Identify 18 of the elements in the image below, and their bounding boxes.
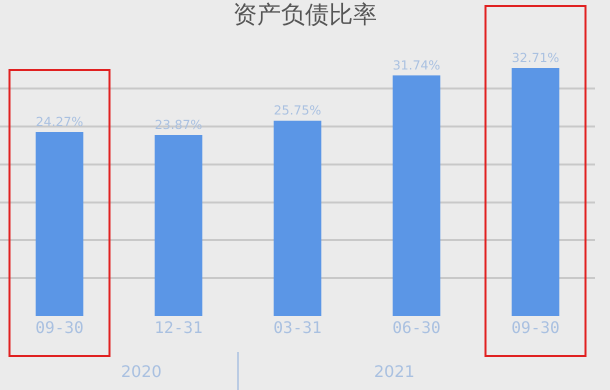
x-tick-label: 03-31 <box>273 318 322 337</box>
x-tick-label: 09-30 <box>511 318 560 337</box>
bar <box>154 135 202 316</box>
data-label: 24.27% <box>36 114 84 129</box>
data-label: 32.71% <box>512 50 560 65</box>
bar <box>392 75 440 316</box>
bar <box>36 132 84 316</box>
data-label: 25.75% <box>274 102 322 118</box>
text: 2021 <box>374 362 415 381</box>
data-label: 31.74% <box>392 57 440 72</box>
x-tick-label: 06-30 <box>392 318 441 337</box>
text: 2020 <box>121 362 162 381</box>
chart-title: 资产负债比率 <box>233 0 377 29</box>
x-tick-label: 09-30 <box>35 318 84 337</box>
bar <box>274 120 322 316</box>
data-label: 23.87% <box>154 116 202 132</box>
bar <box>512 68 560 316</box>
x-tick-label: 12-31 <box>154 318 203 337</box>
